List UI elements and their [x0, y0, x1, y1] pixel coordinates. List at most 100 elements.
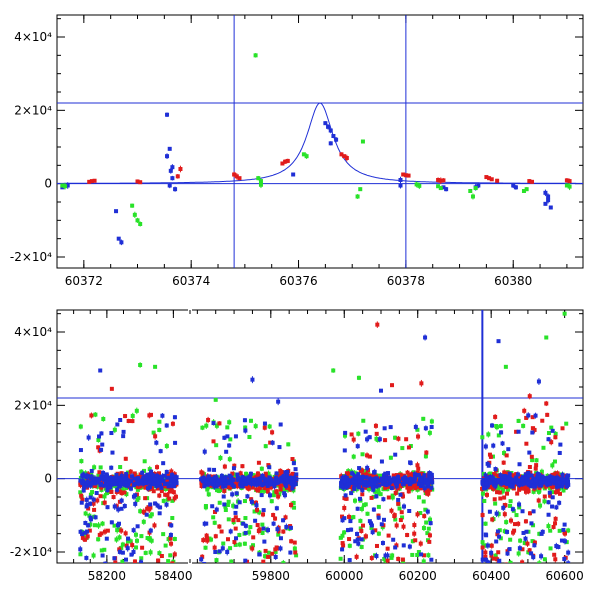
data-point	[116, 523, 120, 527]
data-point	[87, 436, 91, 440]
data-point	[273, 517, 277, 521]
data-point	[169, 542, 173, 546]
data-point	[234, 527, 238, 531]
data-point	[150, 539, 154, 543]
data-point	[93, 413, 97, 417]
data-point	[384, 483, 388, 487]
data-point	[237, 176, 241, 180]
data-point	[356, 507, 360, 511]
data-point	[224, 450, 228, 454]
data-point	[429, 521, 433, 525]
data-point	[424, 426, 428, 430]
data-point	[78, 547, 82, 551]
data-point	[425, 492, 429, 496]
data-point	[162, 499, 166, 503]
data-point	[254, 424, 258, 428]
data-point	[225, 425, 229, 429]
data-point	[79, 448, 83, 452]
data-point	[255, 508, 259, 512]
data-point	[100, 443, 104, 447]
data-point	[262, 527, 266, 531]
data-point	[118, 465, 122, 469]
data-point	[427, 527, 431, 531]
data-point	[282, 474, 286, 478]
data-point	[249, 419, 253, 423]
data-point	[173, 441, 177, 445]
data-point	[360, 537, 364, 541]
data-point	[399, 178, 403, 182]
data-point	[147, 507, 151, 511]
data-point	[199, 470, 203, 474]
data-point	[143, 480, 147, 484]
x-tick-label: 60378	[387, 274, 425, 288]
data-point	[288, 551, 292, 555]
data-point	[157, 428, 161, 432]
data-point	[99, 531, 103, 535]
data-point	[248, 475, 252, 479]
data-point	[132, 483, 136, 487]
data-point	[175, 475, 179, 479]
data-point	[98, 494, 102, 498]
data-point	[217, 489, 221, 493]
data-point	[173, 415, 177, 419]
plot-frame	[57, 15, 583, 268]
y-tick-label: 4×10⁴	[14, 325, 52, 339]
data-point	[264, 549, 268, 553]
data-point	[257, 461, 261, 465]
data-point	[275, 527, 279, 531]
data-point	[159, 486, 163, 490]
data-point	[281, 530, 285, 534]
data-point	[349, 491, 353, 495]
data-point	[110, 451, 114, 455]
data-point	[129, 470, 133, 474]
data-point	[90, 469, 94, 473]
data-point	[357, 466, 361, 470]
data-point	[221, 542, 225, 546]
data-point	[157, 494, 161, 498]
data-point	[361, 524, 365, 528]
data-point	[530, 180, 534, 184]
data-point	[281, 518, 285, 522]
data-point	[247, 487, 251, 491]
data-point	[254, 53, 258, 57]
data-point	[428, 518, 432, 522]
data-point	[430, 425, 434, 429]
data-point	[353, 499, 357, 503]
data-point	[232, 466, 236, 470]
data-point	[429, 558, 433, 562]
data-point	[396, 557, 400, 561]
data-point	[352, 438, 356, 442]
data-point	[133, 559, 137, 563]
y-tick-label: 2×10⁴	[14, 103, 52, 117]
data-point	[380, 460, 384, 464]
data-point	[153, 434, 157, 438]
data-point	[132, 528, 136, 532]
data-point	[347, 537, 351, 541]
data-point	[305, 154, 309, 158]
data-point	[144, 474, 148, 478]
data-point	[383, 426, 387, 430]
data-point	[160, 554, 164, 558]
data-point	[428, 533, 432, 537]
data-point	[114, 209, 118, 213]
data-point	[352, 455, 356, 459]
data-point	[214, 534, 218, 538]
data-point	[348, 558, 352, 562]
data-point	[203, 450, 207, 454]
data-point	[165, 154, 169, 158]
data-point	[289, 526, 293, 530]
data-point	[95, 498, 99, 502]
data-point	[293, 550, 297, 554]
data-point	[421, 417, 425, 421]
data-point	[514, 185, 518, 189]
data-point	[359, 529, 363, 533]
data-point	[158, 511, 162, 515]
data-point	[161, 532, 165, 536]
data-point	[348, 519, 352, 523]
data-point	[356, 195, 360, 199]
data-point	[115, 538, 119, 542]
data-point	[402, 525, 406, 529]
data-point	[422, 526, 426, 530]
data-point	[413, 486, 417, 490]
